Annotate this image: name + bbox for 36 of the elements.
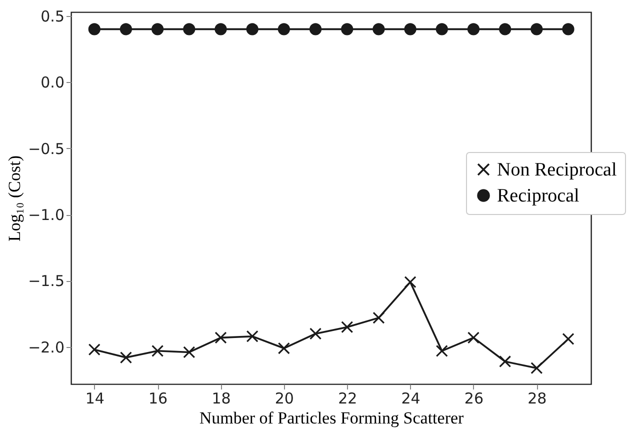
y-tick-label: 0.0 [40,74,64,92]
x-axis-title: Number of Particles Forming Scatterer [199,408,464,428]
point [152,344,164,357]
y-tick-label: −1.5 [28,272,64,290]
y-axis-title: Log₁₀ (Cost) [5,156,24,242]
point [183,346,196,358]
point [436,344,448,357]
point [214,332,227,344]
x-tick-label: 24 [401,390,420,408]
point [341,321,354,334]
point [562,332,574,346]
y-tick-label: 0.5 [40,7,64,26]
point [88,344,100,356]
point [404,276,416,288]
point [467,332,480,344]
x-tick-label: 14 [85,390,104,408]
legend-label: Non Reciprocal [497,160,617,180]
y-tick-label: −0.5 [28,140,64,158]
point [278,342,290,354]
x-tick-label: 22 [338,390,358,408]
legend-label: Reciprocal [497,186,580,206]
point [120,351,132,364]
point [372,312,385,324]
x-tick-label: 20 [274,390,294,408]
x-tick-label: 18 [212,390,231,408]
point [246,330,258,342]
point [88,23,100,36]
y-tick-label: −1.0 [28,206,64,224]
point [562,23,574,36]
point [499,355,512,368]
y-tick-label: −2.0 [28,338,64,356]
x-tick-label: 26 [464,390,484,408]
x-tick-label: 28 [528,390,547,408]
point [309,328,322,340]
x-tick-label: 16 [148,390,168,408]
point [530,362,543,374]
